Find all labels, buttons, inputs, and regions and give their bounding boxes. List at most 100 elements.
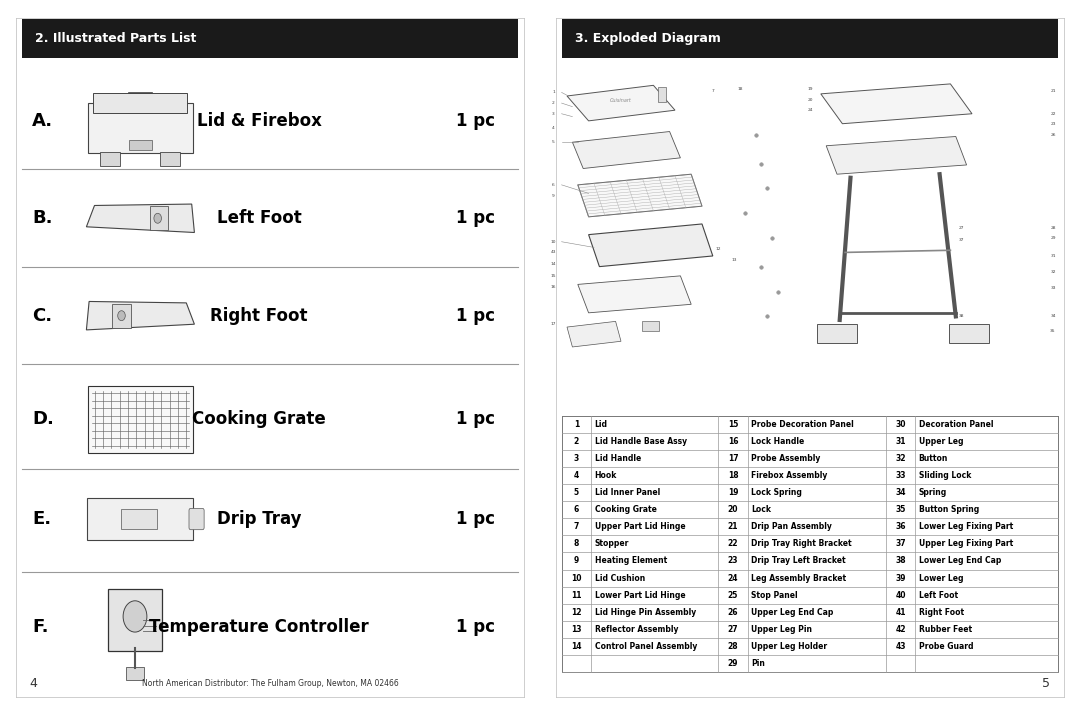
FancyBboxPatch shape — [89, 386, 193, 453]
FancyBboxPatch shape — [121, 509, 158, 529]
Text: 18: 18 — [737, 87, 743, 91]
Polygon shape — [578, 174, 702, 217]
FancyBboxPatch shape — [150, 206, 168, 230]
Text: 9: 9 — [573, 557, 579, 565]
Polygon shape — [86, 301, 194, 330]
Text: 1 pc: 1 pc — [456, 112, 495, 130]
Text: 36: 36 — [895, 523, 906, 531]
Text: 34: 34 — [1050, 314, 1056, 319]
Text: 4: 4 — [552, 126, 555, 130]
Text: 2: 2 — [552, 101, 555, 105]
Text: Sliding Lock: Sliding Lock — [918, 471, 971, 480]
Circle shape — [118, 311, 125, 321]
Text: 42: 42 — [895, 625, 906, 634]
Text: 15: 15 — [728, 420, 739, 429]
Text: 6: 6 — [552, 183, 555, 187]
Text: Cuisinart: Cuisinart — [610, 98, 632, 103]
Text: 29: 29 — [728, 659, 739, 668]
Text: North American Distributor: The Fulham Group, Newton, MA 02466: North American Distributor: The Fulham G… — [141, 680, 399, 688]
FancyBboxPatch shape — [89, 103, 193, 153]
Text: 28: 28 — [1050, 225, 1056, 230]
Text: 20: 20 — [728, 506, 739, 514]
Text: Lid Handle Base Assy: Lid Handle Base Assy — [594, 437, 687, 446]
Text: Upper Leg Pin: Upper Leg Pin — [752, 625, 812, 634]
Text: 39: 39 — [895, 574, 906, 582]
Text: 3. Exploded Diagram: 3. Exploded Diagram — [576, 32, 721, 46]
FancyBboxPatch shape — [642, 321, 659, 331]
Text: F.: F. — [32, 618, 49, 636]
Text: 1 pc: 1 pc — [456, 618, 495, 636]
Text: 5: 5 — [1042, 678, 1050, 690]
Text: Button Spring: Button Spring — [918, 506, 978, 514]
Text: 43: 43 — [551, 250, 556, 255]
FancyBboxPatch shape — [22, 19, 518, 58]
Text: 7: 7 — [712, 89, 714, 93]
Text: Lid Handle: Lid Handle — [594, 454, 640, 463]
FancyBboxPatch shape — [87, 498, 193, 540]
FancyBboxPatch shape — [130, 139, 151, 150]
Text: Stopper: Stopper — [594, 540, 629, 548]
Text: 19: 19 — [807, 87, 813, 91]
Text: 18: 18 — [728, 471, 739, 480]
Text: 37: 37 — [895, 540, 906, 548]
Text: Lower Leg End Cap: Lower Leg End Cap — [918, 557, 1001, 565]
Text: 27: 27 — [728, 625, 739, 634]
Text: 41: 41 — [895, 608, 906, 616]
Text: 1 pc: 1 pc — [456, 306, 495, 325]
Text: 3: 3 — [552, 112, 555, 116]
Text: 1 pc: 1 pc — [456, 510, 495, 528]
Circle shape — [154, 213, 162, 223]
Text: Lower Part Lid Hinge: Lower Part Lid Hinge — [594, 591, 685, 599]
Text: 33: 33 — [1050, 286, 1056, 290]
FancyBboxPatch shape — [112, 304, 131, 328]
Text: Upper Leg Fixing Part: Upper Leg Fixing Part — [918, 540, 1013, 548]
Text: 22: 22 — [1050, 112, 1056, 116]
Text: Lid & Firebox: Lid & Firebox — [197, 112, 322, 130]
Text: 2: 2 — [573, 437, 579, 446]
Text: 34: 34 — [895, 488, 906, 497]
Text: 26: 26 — [728, 608, 739, 616]
Text: Lid: Lid — [594, 420, 608, 429]
Text: 16: 16 — [728, 437, 739, 446]
FancyBboxPatch shape — [949, 324, 989, 343]
Text: 22: 22 — [728, 540, 739, 548]
FancyBboxPatch shape — [94, 93, 188, 114]
Text: C.: C. — [32, 306, 53, 325]
Text: Drip Tray Left Bracket: Drip Tray Left Bracket — [752, 557, 846, 565]
FancyBboxPatch shape — [818, 324, 858, 343]
Text: 14: 14 — [571, 642, 582, 651]
Text: 24: 24 — [807, 108, 813, 112]
Text: Upper Part Lid Hinge: Upper Part Lid Hinge — [594, 523, 685, 531]
Text: 5: 5 — [552, 140, 555, 144]
Text: 17: 17 — [551, 321, 556, 326]
Text: 1 pc: 1 pc — [456, 209, 495, 228]
Text: Lock Handle: Lock Handle — [752, 437, 805, 446]
Polygon shape — [567, 85, 675, 121]
Text: 7: 7 — [573, 523, 579, 531]
Text: Reflector Assembly: Reflector Assembly — [594, 625, 678, 634]
Text: 35: 35 — [1050, 328, 1056, 333]
Text: 8: 8 — [573, 540, 579, 548]
Text: 4: 4 — [30, 678, 38, 690]
Text: Firebox Assembly: Firebox Assembly — [752, 471, 827, 480]
Text: 2. Illustrated Parts List: 2. Illustrated Parts List — [35, 32, 197, 46]
Text: Heating Element: Heating Element — [594, 557, 666, 565]
Text: Drip Tray Right Bracket: Drip Tray Right Bracket — [752, 540, 852, 548]
Polygon shape — [821, 84, 972, 124]
Text: 23: 23 — [728, 557, 739, 565]
Text: 12: 12 — [571, 608, 582, 616]
Text: Upper Leg Holder: Upper Leg Holder — [752, 642, 827, 651]
Text: B.: B. — [32, 209, 53, 228]
Text: 33: 33 — [895, 471, 906, 480]
Text: Cooking Grate: Cooking Grate — [594, 506, 657, 514]
Text: 25: 25 — [728, 591, 739, 599]
Text: Probe Assembly: Probe Assembly — [752, 454, 821, 463]
Text: Leg Assembly Bracket: Leg Assembly Bracket — [752, 574, 847, 582]
Text: 40: 40 — [895, 591, 906, 599]
Text: Lock: Lock — [752, 506, 771, 514]
Polygon shape — [578, 276, 691, 313]
Text: 1 pc: 1 pc — [456, 410, 495, 429]
Text: Upper Leg: Upper Leg — [918, 437, 963, 446]
Polygon shape — [826, 137, 967, 174]
Text: Spring: Spring — [918, 488, 947, 497]
